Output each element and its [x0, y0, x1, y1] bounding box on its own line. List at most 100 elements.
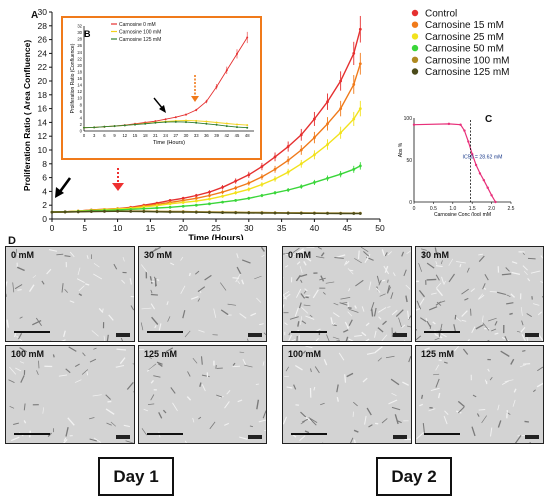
b-point — [174, 120, 177, 123]
a-point — [181, 196, 185, 200]
a-point — [194, 194, 198, 197]
a-point — [273, 177, 277, 181]
legend-marker-5 — [411, 68, 419, 75]
micrograph-stamp — [116, 333, 130, 337]
micrograph-day2-100mm: 100 mM — [282, 345, 412, 444]
b-legend-entry-0: Carnosine 0 mM — [119, 22, 156, 28]
b-point — [123, 124, 126, 127]
c-point — [474, 163, 478, 167]
micrograph-label: 0 mM — [11, 250, 35, 260]
legend-marker-1 — [411, 21, 419, 28]
a-point — [194, 196, 198, 200]
b-point — [195, 109, 198, 111]
c-point — [467, 140, 470, 143]
c-point — [482, 178, 486, 182]
cells-texture — [416, 247, 543, 341]
a-point — [358, 212, 362, 215]
micrograph-label: 30 mM — [144, 250, 173, 260]
b-y-axis-label: Proliferation Ratio (Confluence) — [70, 43, 76, 113]
micrograph-stamp — [116, 435, 130, 439]
a-point — [181, 210, 185, 214]
scale-bar — [291, 433, 327, 435]
a-point — [273, 155, 277, 159]
b-point — [205, 120, 208, 123]
legend-entry-1: Carnosine 15 mM — [425, 20, 504, 31]
day-2-label: Day 2 — [376, 457, 452, 496]
c-curve-line — [413, 123, 497, 203]
a-y-tick-label: 8 — [42, 159, 47, 169]
a-y-axis-label: Proliferation Ratio ( Area Confluence) — [22, 40, 32, 191]
a-point — [313, 153, 316, 157]
b-y-tick-label: 30 — [77, 30, 82, 35]
a-y-tick-label: 0 — [42, 214, 47, 224]
b-point — [236, 123, 238, 126]
b-point — [83, 126, 85, 129]
micrograph-stamp — [525, 333, 539, 337]
a-point — [313, 181, 316, 184]
c-x-axis-label: Carnosine Conc (log) mM — [434, 212, 491, 216]
a-point — [326, 143, 329, 146]
a-point — [260, 175, 264, 179]
b-y-tick-label: 2 — [80, 122, 83, 127]
c-y-axis-label: Abs % — [398, 142, 404, 157]
b-x-tick-label: 39 — [214, 133, 219, 138]
b-point — [93, 126, 96, 129]
inset-orange-arrow-head — [191, 96, 199, 102]
b-point — [185, 119, 187, 122]
legend-entry-2: Carnosine 25 mM — [425, 32, 504, 43]
a-point — [326, 100, 329, 104]
b-point — [246, 124, 249, 127]
a-point — [260, 194, 264, 197]
a-point — [326, 176, 329, 180]
a-point — [260, 183, 264, 186]
a-point — [286, 145, 290, 148]
a-x-tick-label: 25 — [211, 223, 221, 233]
micrograph-day1-100mm: 100 mM — [5, 345, 135, 444]
micrograph-stamp — [248, 435, 262, 439]
b-point — [113, 125, 116, 128]
micrograph-stamp — [393, 435, 407, 439]
b-y-tick-label: 28 — [77, 37, 82, 42]
b-point — [246, 126, 249, 129]
b-point — [225, 125, 228, 128]
a-x-tick-label: 0 — [50, 223, 55, 233]
scale-bar — [424, 433, 460, 435]
micrograph-day2-125mm: 125 mM — [415, 345, 544, 444]
a-x-tick-label: 10 — [113, 223, 123, 233]
a-point — [155, 204, 159, 207]
a-point — [260, 165, 264, 168]
b-point — [144, 122, 147, 125]
micrograph-label: 100 mM — [11, 349, 45, 359]
micrograph-day2-0mm: 0 mM — [282, 246, 412, 342]
cells-texture — [416, 346, 543, 443]
b-x-tick-label: 12 — [122, 133, 127, 138]
a-point — [358, 164, 362, 168]
a-y-tick-label: 30 — [38, 7, 48, 17]
micrograph-day2-30mm: 30 mM — [415, 246, 544, 342]
black-arrow-shaft — [57, 177, 72, 194]
a-point — [286, 211, 290, 215]
a-point — [313, 136, 316, 139]
a-point — [352, 117, 356, 121]
a-point — [299, 211, 303, 215]
scale-bar — [147, 433, 183, 435]
day-1-label: Day 1 — [98, 457, 174, 496]
a-point — [358, 107, 362, 110]
inset-black-arrow-icon — [153, 97, 166, 113]
b-x-tick-label: 6 — [103, 133, 106, 138]
c-point — [486, 186, 489, 189]
b-point — [215, 121, 218, 124]
a-y-tick-label: 10 — [38, 145, 48, 155]
a-y-tick-label: 14 — [38, 117, 48, 127]
b-x-tick-label: 24 — [163, 133, 168, 138]
cells-texture — [283, 247, 411, 341]
c-point — [490, 194, 493, 197]
a-point — [76, 210, 80, 214]
a-point — [221, 190, 224, 194]
a-point — [89, 210, 93, 213]
c-point — [447, 122, 451, 126]
cells-texture — [8, 346, 134, 443]
a-point — [339, 131, 343, 135]
legend-entry-0: Control — [425, 9, 457, 20]
a-point — [339, 172, 343, 176]
